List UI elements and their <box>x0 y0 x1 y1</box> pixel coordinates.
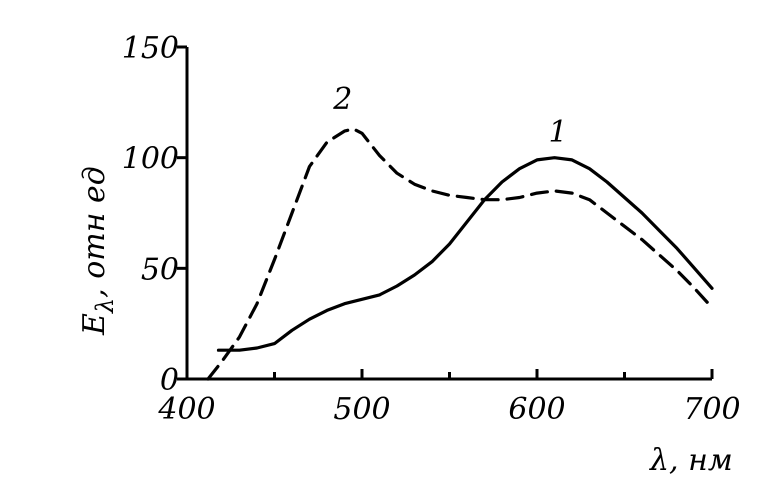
y-axis-label: Eλ, отн ед <box>77 166 119 336</box>
y-axis-label-sub: λ <box>91 298 119 314</box>
annotations-layer: 12 <box>332 82 567 150</box>
curve-label-1: 1 <box>548 115 567 150</box>
series-layer <box>206 127 714 381</box>
y-tick-label: 0 <box>160 363 179 398</box>
x-tick-label: 700 <box>683 392 740 427</box>
curve-label-2: 2 <box>332 82 352 117</box>
y-axis-label-rest: , отн ед <box>77 166 112 298</box>
x-tick-label: 500 <box>333 392 390 427</box>
x-tick-label: 600 <box>508 392 565 427</box>
y-tick-label: 100 <box>122 142 179 177</box>
axes <box>185 47 712 381</box>
y-tick-label: 50 <box>141 252 179 287</box>
x-tick-label: 400 <box>157 392 215 427</box>
ticks: 0 50 100 150 400 500 600 700 <box>122 31 741 427</box>
x-axis-label: λ, нм <box>649 443 733 478</box>
series-line-1 <box>216 156 714 352</box>
y-axis-label-main: E <box>77 313 112 336</box>
svg-text:Eλ, отн ед: Eλ, отн ед <box>77 166 119 336</box>
series-line-2 <box>206 127 711 381</box>
y-tick-label: 150 <box>122 31 179 66</box>
